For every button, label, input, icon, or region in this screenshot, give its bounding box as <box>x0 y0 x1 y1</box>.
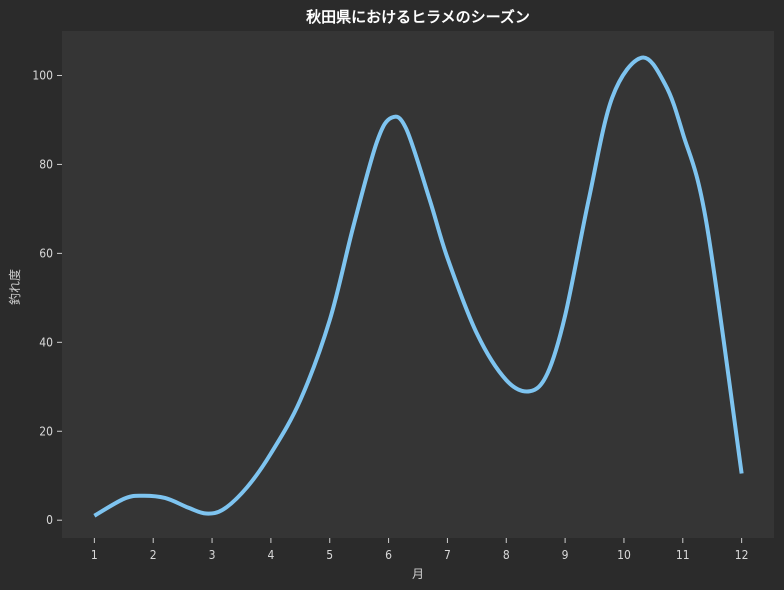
x-tick-label: 5 <box>326 548 333 562</box>
series-layer <box>93 55 744 518</box>
x-tick-label: 8 <box>503 548 510 562</box>
x-tick-label: 11 <box>676 548 690 562</box>
x-tick-label: 7 <box>444 548 451 562</box>
chart-title: 秋田県におけるヒラメのシーズン <box>306 8 530 26</box>
y-axis-label: 釣れ度 <box>7 269 22 305</box>
x-axis-ticks: 1 2 3 4 5 6 7 8 9 10 11 12 <box>91 538 749 562</box>
x-tick-label: 4 <box>267 548 274 562</box>
x-tick-label: 6 <box>385 548 392 562</box>
y-tick-label: 40 <box>39 335 53 349</box>
x-tick-label: 1 <box>91 548 98 562</box>
y-tick-label: 100 <box>32 68 53 82</box>
x-tick-label: 12 <box>735 548 749 562</box>
x-tick-label: 3 <box>209 548 216 562</box>
y-tick-label: 60 <box>39 246 53 260</box>
y-tick-label: 0 <box>46 513 53 527</box>
x-tick-label: 10 <box>617 548 631 562</box>
x-tick-label: 9 <box>562 548 569 562</box>
x-axis-label: 月 <box>412 567 424 581</box>
plot-area <box>62 31 774 538</box>
y-tick-label: 80 <box>39 157 53 171</box>
y-axis-ticks: 0 20 40 60 80 100 <box>32 68 62 527</box>
series-line-0 <box>93 55 744 518</box>
x-tick-label: 2 <box>150 548 157 562</box>
y-tick-label: 20 <box>39 424 53 438</box>
